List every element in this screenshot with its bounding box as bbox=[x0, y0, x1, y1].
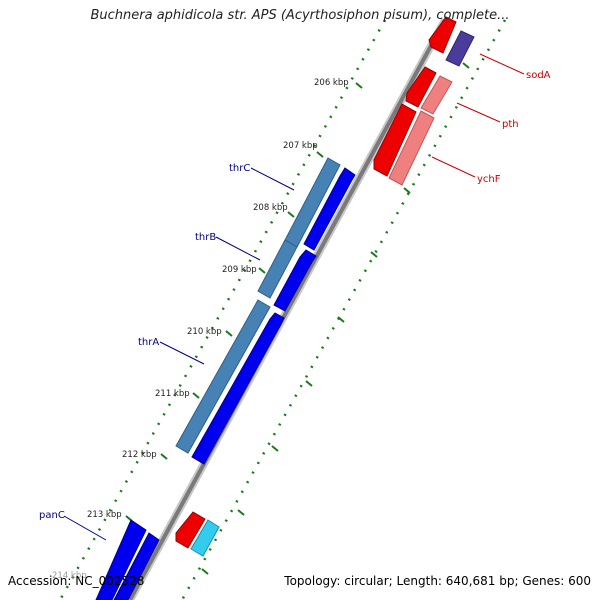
leader-line bbox=[431, 156, 476, 178]
major-ticks bbox=[125, 62, 470, 575]
leader-line bbox=[159, 341, 205, 365]
cds-lower-cyan[interactable] bbox=[190, 519, 220, 557]
tick-label: 213 kbp bbox=[87, 510, 122, 520]
gene-thrA[interactable] bbox=[175, 299, 271, 454]
tick-label: 214 kbp bbox=[52, 571, 87, 581]
tick-label: 210 kbp bbox=[187, 327, 222, 337]
cds-thrA[interactable] bbox=[191, 312, 285, 465]
outer-ring bbox=[58, 19, 387, 600]
gene-ychF[interactable] bbox=[388, 110, 435, 186]
gene-label-thrA[interactable]: thrA bbox=[138, 337, 159, 348]
tick-mark bbox=[258, 267, 266, 274]
tick-mark bbox=[462, 62, 470, 69]
cds-thrB[interactable] bbox=[273, 249, 317, 312]
gene-thrB[interactable] bbox=[257, 239, 298, 299]
leader-line bbox=[479, 53, 525, 75]
left-gene-labels: thrC thrB thrA panC bbox=[39, 163, 295, 541]
backbone bbox=[126, 18, 449, 600]
cds-ychF[interactable] bbox=[373, 103, 417, 177]
gene-label-panC[interactable]: panC bbox=[39, 510, 65, 521]
tick-mark bbox=[287, 211, 295, 218]
gene-label-thrC[interactable]: thrC bbox=[229, 163, 250, 174]
gene-label-ychF[interactable]: ychF bbox=[477, 174, 501, 185]
tick-label: 209 kbp bbox=[222, 265, 257, 275]
leader-line bbox=[456, 102, 501, 123]
tick-label: 211 kbp bbox=[155, 389, 190, 399]
tick-mark bbox=[370, 251, 378, 258]
tick-label: 212 kbp bbox=[122, 450, 157, 460]
accession-text: Accession: NC_002528 bbox=[8, 574, 145, 588]
right-gene-labels: sodA pth ychF bbox=[431, 53, 551, 185]
tick-mark bbox=[237, 509, 245, 516]
tick-labels: 206 kbp 207 kbp 208 kbp 209 kbp 210 kbp … bbox=[52, 78, 349, 581]
tick-mark bbox=[201, 568, 209, 575]
cds-pth[interactable] bbox=[405, 66, 437, 108]
leader-line bbox=[63, 515, 107, 541]
cds-panC-2[interactable] bbox=[113, 532, 160, 600]
gene-pth[interactable] bbox=[420, 75, 453, 115]
cds-panC[interactable] bbox=[95, 519, 147, 600]
inner-ring bbox=[180, 19, 507, 600]
tick-mark bbox=[271, 445, 279, 452]
tick-mark bbox=[403, 187, 411, 194]
tick-label: 208 kbp bbox=[253, 203, 288, 213]
gene-label-thrB[interactable]: thrB bbox=[195, 232, 216, 243]
tick-mark bbox=[316, 151, 324, 158]
left-features bbox=[95, 157, 356, 600]
gene-sodA[interactable] bbox=[445, 30, 475, 67]
tick-mark bbox=[192, 392, 200, 399]
backbone-line bbox=[128, 19, 447, 600]
gene-label-sodA[interactable]: sodA bbox=[526, 70, 551, 81]
tick-mark bbox=[305, 380, 313, 387]
gene-label-pth[interactable]: pth bbox=[502, 119, 519, 130]
tick-mark bbox=[225, 330, 233, 337]
tick-mark bbox=[337, 316, 345, 323]
leader-line bbox=[250, 167, 295, 191]
tick-rings bbox=[58, 19, 507, 600]
tick-label: 206 kbp bbox=[314, 78, 349, 88]
tick-mark bbox=[160, 453, 168, 460]
leader-line bbox=[215, 236, 261, 261]
cds-lower-red[interactable] bbox=[175, 511, 206, 549]
genome-info-text: Topology: circular; Length: 640,681 bp; … bbox=[284, 574, 591, 588]
cds-sodA[interactable] bbox=[428, 16, 457, 54]
tick-mark bbox=[355, 82, 363, 89]
tick-label: 207 kbp bbox=[283, 141, 318, 151]
cds-thrC[interactable] bbox=[303, 167, 356, 251]
right-features bbox=[175, 16, 475, 557]
map-title: Buchnera aphidicola str. APS (Acyrthosip… bbox=[90, 8, 510, 23]
